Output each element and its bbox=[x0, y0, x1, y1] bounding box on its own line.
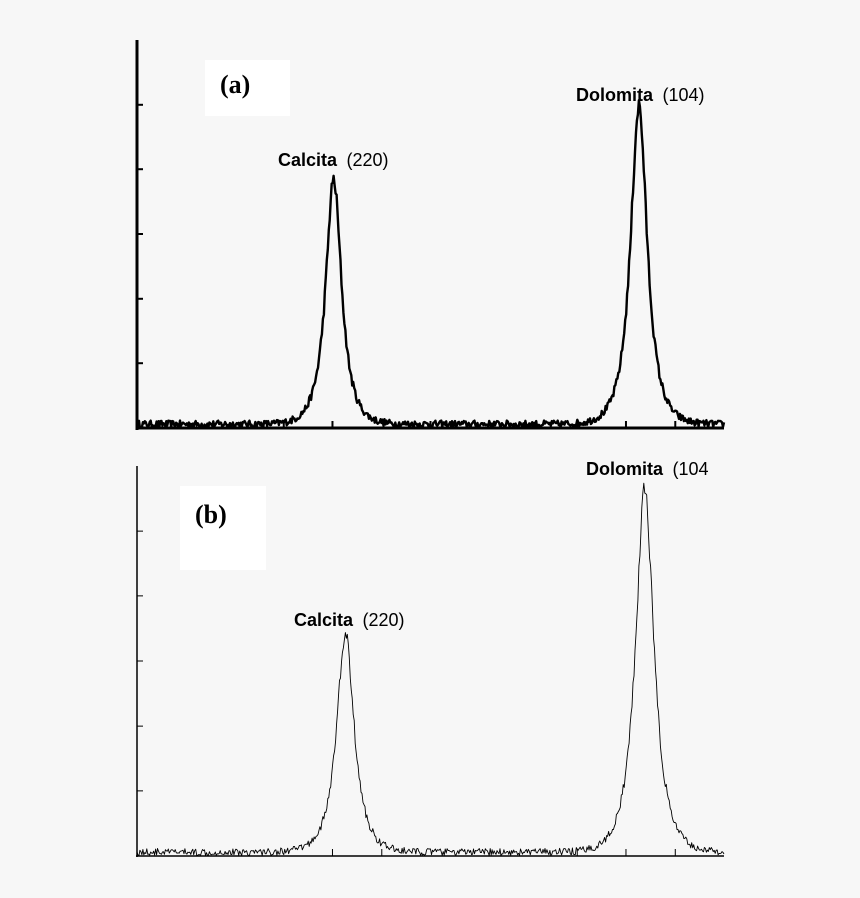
panel-b-dolomita-name: Dolomita bbox=[586, 459, 664, 479]
panel-b-peak-label-dolomita: Dolomita (104 bbox=[586, 459, 709, 479]
panel-a-calcita-hkl: (220) bbox=[346, 150, 388, 170]
panel-a-dolomita-name: Dolomita bbox=[576, 85, 654, 105]
panel-b: (b) Calcita (220) Dolomita (104 bbox=[136, 459, 725, 857]
panel-b-peak-label-calcita: Calcita (220) bbox=[294, 610, 405, 630]
panel-a-y-ticks bbox=[137, 103, 143, 365]
panel-a-peak-label-calcita: Calcita (220) bbox=[278, 150, 389, 170]
panel-b-series-line bbox=[136, 482, 725, 857]
panel-b-y-ticks bbox=[137, 530, 143, 792]
panel-a-dolomita-hkl: (104) bbox=[662, 85, 704, 105]
panel-a-label-box bbox=[205, 60, 290, 116]
panel-b-calcita-hkl: (220) bbox=[362, 610, 404, 630]
panel-b-x-ticks bbox=[331, 849, 676, 856]
panel-a: (a) Calcita (220) Dolomita (104) bbox=[135, 40, 726, 430]
panel-a-label: (a) bbox=[220, 70, 250, 99]
panel-b-label: (b) bbox=[195, 500, 227, 529]
panel-a-series-line bbox=[135, 99, 726, 429]
panel-a-calcita-name: Calcita bbox=[278, 150, 338, 170]
panel-b-calcita-name: Calcita bbox=[294, 610, 354, 630]
panel-b-dolomita-hkl: (104 bbox=[672, 459, 708, 479]
panel-b-label-box bbox=[180, 486, 266, 570]
panel-a-peak-label-dolomita: Dolomita (104) bbox=[576, 85, 705, 105]
